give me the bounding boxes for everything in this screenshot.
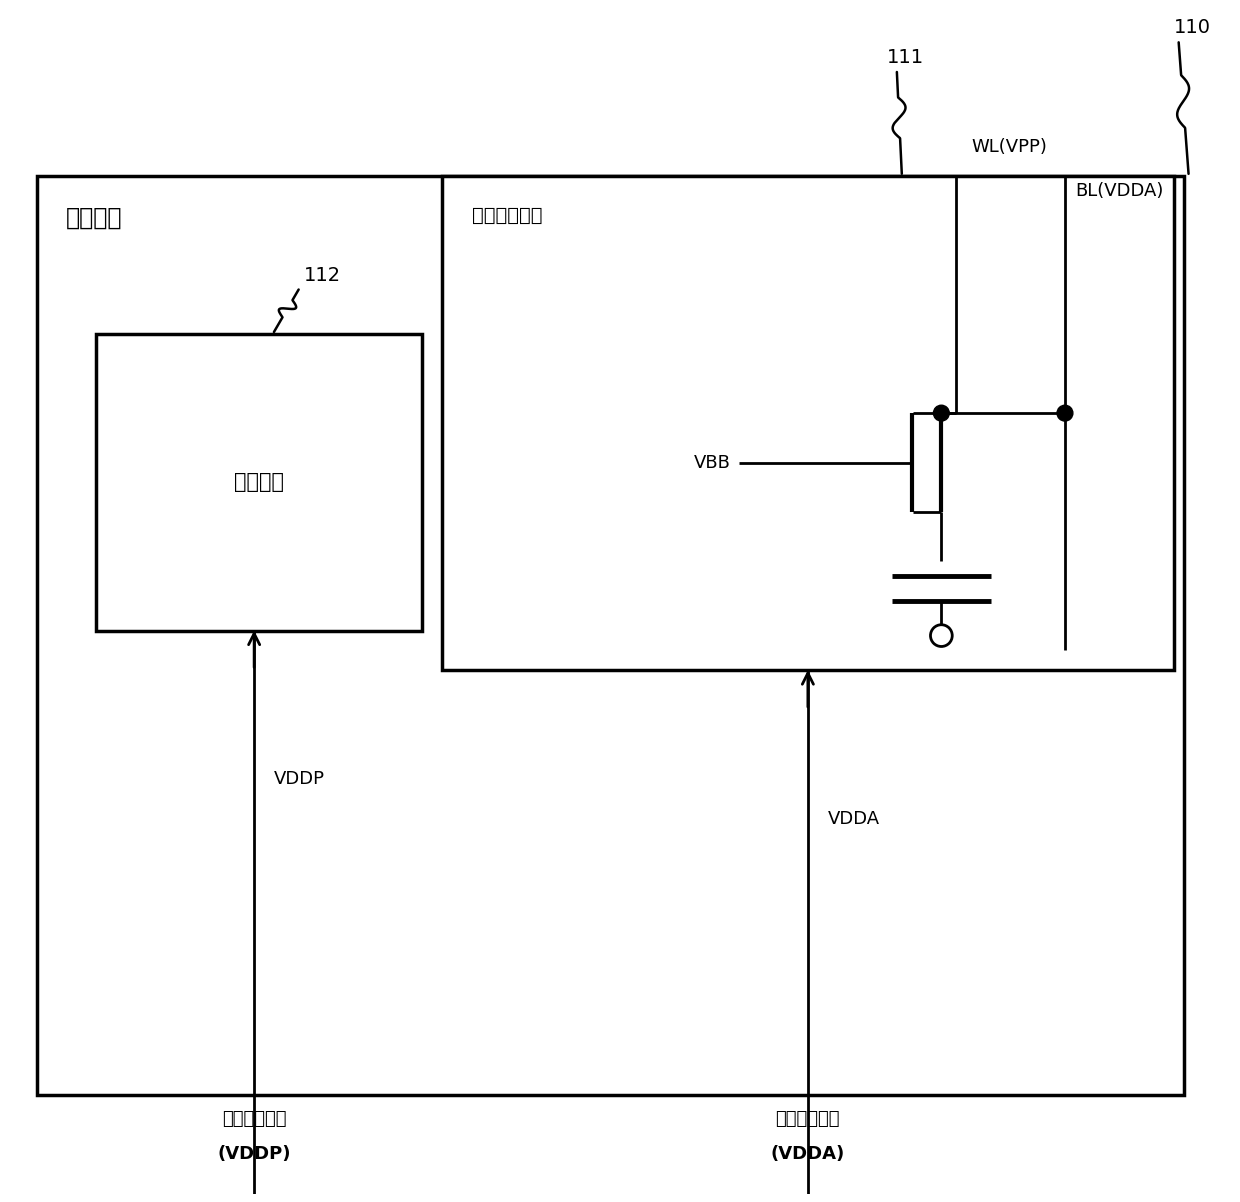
Text: VBB: VBB [694,453,730,471]
Bar [37,175,1184,1095]
Text: WL(VPP): WL(VPP) [971,138,1047,156]
Bar [95,334,423,631]
Text: VDDA: VDDA [827,809,879,827]
Text: VDDP: VDDP [274,770,325,789]
Text: BL(VDDA): BL(VDDA) [1075,182,1163,200]
Text: (VDDP): (VDDP) [217,1144,291,1162]
Circle shape [930,625,952,647]
Text: 外部电源电压: 外部电源电压 [776,1111,841,1129]
Circle shape [1056,405,1073,421]
Text: 外部电源电压: 外部电源电压 [222,1111,286,1129]
Text: 110: 110 [1174,18,1210,37]
Text: 存储单元阵列: 存储单元阵列 [471,206,542,225]
Text: 周边电路: 周边电路 [234,472,284,493]
Circle shape [934,405,950,421]
Text: 112: 112 [304,266,341,285]
Text: 存储芯片: 存储芯片 [66,206,123,230]
Text: 111: 111 [887,48,924,67]
Text: (VDDA): (VDDA) [771,1144,844,1162]
Bar [441,175,1174,671]
